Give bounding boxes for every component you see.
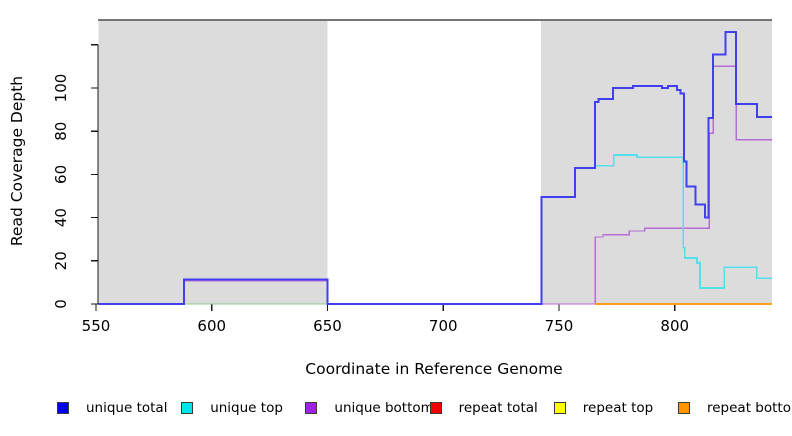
legend-swatch-repeat-total [429, 402, 442, 414]
legend-label: repeat total [458, 400, 538, 416]
legend-swatch-repeat-bottom [678, 402, 690, 414]
series-unique-top [595, 154, 772, 289]
legend-swatch-unique-total [57, 402, 69, 414]
x-tick-label: 650 [313, 317, 342, 335]
legend-item-unique-total: unique total [57, 400, 168, 416]
legend-label: repeat top [582, 400, 654, 416]
series-unique-total [98, 30, 772, 305]
right-gray-region [540, 20, 772, 304]
x-tick-label: 550 [82, 317, 111, 335]
legend-item-unique-top: unique top [181, 400, 283, 416]
legend-label: unique top [210, 400, 283, 416]
shaded-regions [98, 20, 772, 304]
legend-item-unique-bottom: unique bottom [305, 400, 434, 416]
left-gray-region [98, 20, 328, 304]
legend-label: repeat bottom [707, 400, 792, 416]
legend-item-repeat-bottom: repeat bottom [678, 400, 792, 416]
x-tick-label: 700 [429, 317, 458, 335]
legend-swatch-repeat-top [553, 402, 566, 414]
legend-label: unique bottom [334, 400, 434, 416]
y-tick-label: 80 [52, 122, 70, 141]
legend-swatch-unique-top [181, 402, 194, 414]
tick-labels: 550 600 650 700 750 800 0 20 40 60 80 100 [52, 74, 689, 335]
data-series [98, 30, 772, 305]
x-tick-label: 800 [660, 317, 689, 335]
y-tick-label: 100 [52, 74, 70, 103]
y-tick-label: 20 [52, 251, 70, 270]
y-tick-label: 40 [52, 208, 70, 227]
legend-item-repeat-total: repeat total [429, 400, 538, 416]
legend-swatch-unique-bottom [305, 402, 318, 414]
legend-label: unique total [86, 400, 168, 416]
legend-item-repeat-top: repeat top [553, 400, 654, 416]
x-tick-label: 750 [545, 317, 574, 335]
y-axis-title: Read Coverage Depth [8, 76, 26, 246]
x-tick-label: 600 [197, 317, 226, 335]
y-tick-label: 60 [52, 165, 70, 184]
y-tick-label: 0 [52, 299, 70, 309]
x-axis-title: Coordinate in Reference Genome [305, 360, 562, 378]
